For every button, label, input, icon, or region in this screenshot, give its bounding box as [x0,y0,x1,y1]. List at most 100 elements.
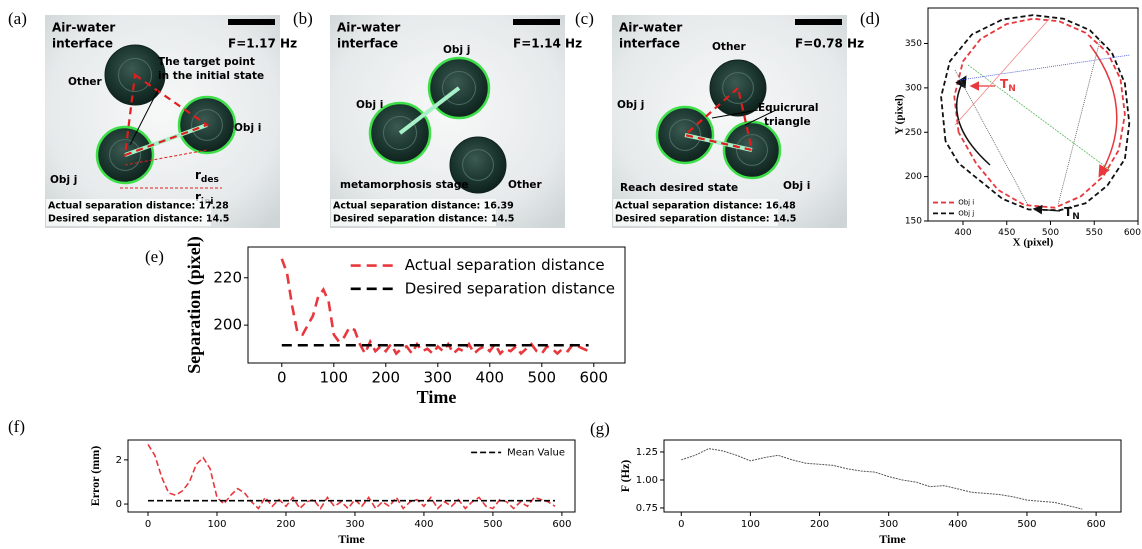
data-line [147,443,556,510]
legend-label: Desired separation distance [405,279,615,297]
photo [330,15,565,228]
annotation: Obj i [783,180,810,192]
x-tick-label: 400 [414,519,433,530]
x-axis-label: X (pixel) [1013,237,1054,249]
annotation: Obj j [617,99,644,111]
y-axis-label: F (Hz) [618,460,632,493]
y-tick-label: 200 [213,316,242,334]
panel-label: (e) [145,247,164,266]
annotation: Obj j [50,174,77,186]
clockwise-arrow [1089,44,1118,178]
chord [954,17,1051,126]
photo-title: interface [619,37,680,51]
status-backdrop [46,199,211,226]
annotation: Reach desired state [620,182,738,194]
annotation-subscript: N [1008,84,1016,94]
chord [967,64,1111,171]
disc-rim [736,134,768,166]
annotation: Obj i [234,122,261,134]
y-tick-label: 200 [905,172,922,182]
disc-rim [118,58,152,92]
y-tick-label: 350 [905,39,922,49]
annotation: The target point [158,56,255,68]
panel-label: (b) [293,9,313,28]
annotation: Obj j [443,44,470,56]
disc-rim [383,116,417,150]
x-tick-label: 100 [319,369,348,387]
photo-title: Air-water [337,21,400,35]
annotation-main: r [195,168,201,182]
y-tick-label: 220 [213,268,242,286]
disc-rim [722,72,754,104]
status-text: Actual separation distance: 16.39 [333,201,514,212]
x-tick-label: 600 [579,369,608,387]
annotation-main: r [195,190,201,204]
photo-title: Air-water [619,21,682,35]
y-tick-label: 1.25 [636,447,658,458]
x-tick-label: 0 [277,369,287,387]
y-axis-label: Separation (pixel) [184,236,205,374]
legend-label: Obj i [958,199,974,207]
y-tick-label: 250 [905,128,922,138]
frequency: F=1.17 Hz [228,37,297,51]
annotation: Equicrural [758,102,819,114]
x-tick-label: 100 [741,519,760,530]
x-tick-label: 300 [879,519,898,530]
x-tick-label: 0 [678,519,684,530]
frequency: F=0.78 Hz [795,37,864,51]
pointer [711,109,759,119]
frequency: F=1.14 Hz [513,37,582,51]
dim-line [124,149,208,166]
y-tick-label: 0 [116,499,122,510]
annotation: metamorphosis stage [340,179,468,191]
data-line [940,14,1131,212]
y-tick-label: 0.75 [636,503,658,514]
annotation-subscript: N [1072,212,1080,222]
y-axis-label: Y (pixel) [894,94,906,135]
x-tick-label: 100 [207,519,226,530]
chord [954,69,1029,206]
panel-label: (d) [860,9,880,28]
x-tick-label: 300 [345,519,364,530]
x-tick-label: 200 [371,369,400,387]
status-text: Actual separation distance: 17.28 [48,201,229,212]
chord [959,54,1131,81]
panel-label: (c) [575,9,594,28]
plot-frame [663,439,1122,513]
photo [612,15,847,228]
status-backdrop [613,199,778,226]
trajectory-decor [954,17,1131,215]
disc-rim [669,119,701,151]
plot-frame [247,246,626,364]
annotation-subscript: des [201,175,219,185]
x-tick-label: 200 [276,519,295,530]
scale-bar [228,19,275,25]
disc-rim [191,109,223,141]
data-line [953,17,1126,209]
x-tick-label: 0 [145,519,151,530]
x-tick-label: 550 [1086,228,1103,238]
plot-frame [927,7,1139,222]
x-tick-label: 600 [1087,519,1106,530]
pointer [744,109,777,126]
annotation-main: T [1064,205,1073,219]
x-axis-label: Time [417,387,457,407]
y-tick-label: 300 [905,83,922,93]
y-tick-label: 1.00 [636,475,658,486]
panel-label: (a) [8,9,27,28]
status-text: Actual separation distance: 16.48 [615,201,796,212]
x-axis-label: Time [879,532,906,546]
annotation-main: T [1000,77,1009,91]
x-tick-label: 400 [948,519,967,530]
annotation: TN [1000,77,1016,94]
plot-frame [127,439,576,513]
panel-label: (g) [590,419,610,438]
triangle [682,85,754,152]
x-tick-label: 600 [552,519,571,530]
annotation: Other [712,41,747,53]
x-tick-label: 300 [423,369,452,387]
x-tick-label: 500 [1017,519,1036,530]
x-tick-label: 400 [954,228,971,238]
x-tick-label: 400 [475,369,504,387]
annotation: Other [508,179,543,191]
